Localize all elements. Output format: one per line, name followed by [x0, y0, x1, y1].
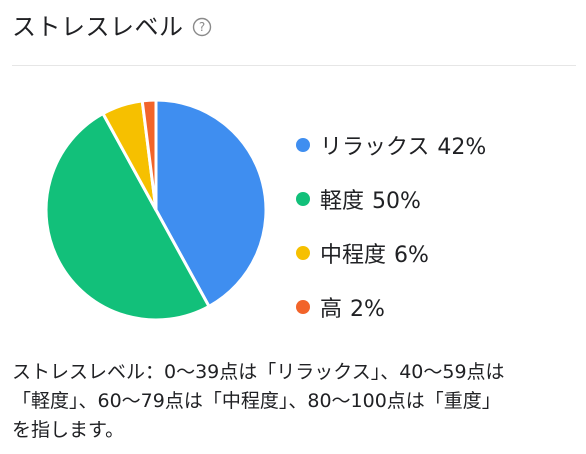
legend-item-mild: 軽度 50% — [296, 172, 566, 226]
legend-value: 6% — [394, 243, 429, 268]
svg-text:?: ? — [198, 20, 204, 34]
legend-dot — [296, 300, 310, 314]
legend-label: リラックス — [320, 135, 430, 160]
pie-slice-1 — [154, 98, 268, 308]
pie-slice-2 — [44, 112, 211, 322]
stress-pie-chart — [44, 98, 268, 322]
page-title: ストレスレベル — [12, 13, 184, 41]
legend-label: 高 — [320, 297, 343, 322]
legend-value: 42% — [437, 135, 487, 160]
legend-value: 2% — [350, 297, 385, 322]
legend-label: 軽度 — [320, 189, 365, 214]
legend-dot — [296, 192, 310, 206]
divider — [12, 65, 576, 66]
legend-item-relax: リラックス 42% — [296, 118, 566, 172]
legend-dot — [296, 246, 310, 260]
legend-label: 中程度 — [320, 243, 387, 268]
legend-item-moderate: 中程度 6% — [296, 226, 566, 280]
footnote-line: 「軽度」、60〜79点は「中程度」、80〜100点は「重度」 — [12, 390, 501, 412]
footnote-line: を指します。 — [12, 419, 125, 441]
chart-legend: リラックス 42% 軽度 50% 中程度 6% 高 2% — [296, 118, 566, 334]
footnote-line: ストレスレベル：0〜39点は「リラックス」、40〜59点は — [12, 361, 505, 383]
stress-level-footnote: ストレスレベル：0〜39点は「リラックス」、40〜59点は 「軽度」、60〜79… — [12, 358, 578, 445]
header: ストレスレベル ? — [12, 10, 212, 44]
legend-item-high: 高 2% — [296, 280, 566, 334]
pie-slice-4 — [140, 98, 158, 212]
help-circle-icon[interactable]: ? — [192, 17, 212, 37]
legend-dot — [296, 138, 310, 152]
legend-value: 50% — [372, 189, 421, 214]
